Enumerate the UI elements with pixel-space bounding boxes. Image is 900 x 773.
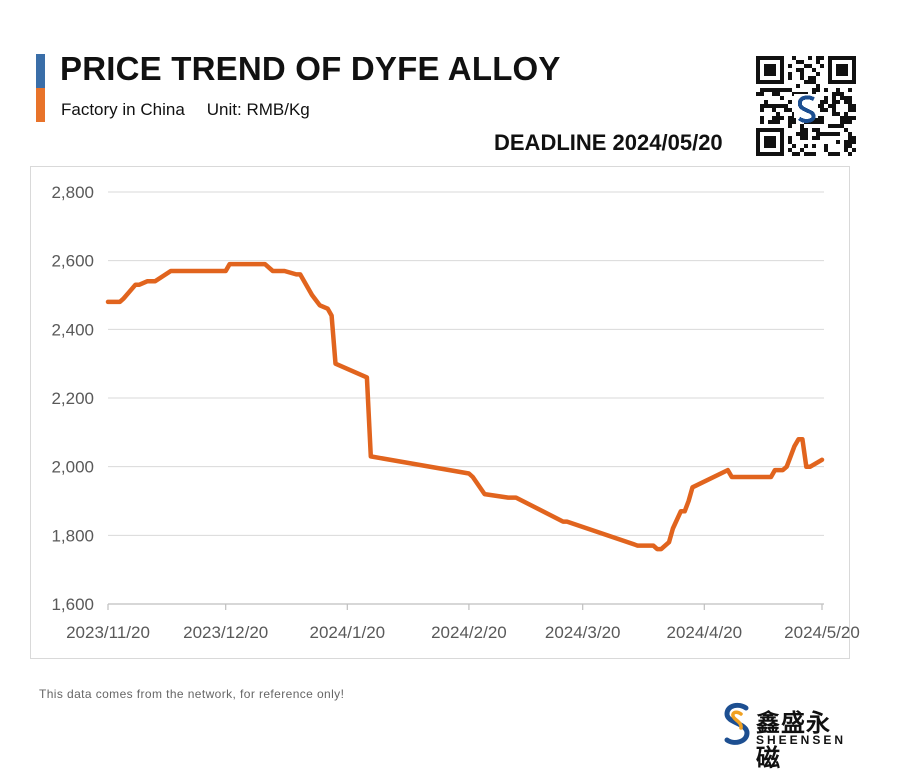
title-accent-bar xyxy=(36,54,45,122)
brand-name-en: SHEENSEN xyxy=(756,733,847,747)
page-title: PRICE TREND OF DYFE ALLOY xyxy=(60,50,561,87)
y-tick-label: 2,800 xyxy=(51,183,94,202)
x-tick-label: 2024/1/20 xyxy=(309,623,385,642)
x-tick-label: 2024/5/20 xyxy=(784,623,860,642)
sheensen-logo-icon xyxy=(724,702,750,745)
brand-name-cn: 鑫盛永磁 xyxy=(756,709,831,772)
x-tick-label: 2023/12/20 xyxy=(183,623,268,642)
brand-logo: 鑫盛永磁 SHEENSEN xyxy=(722,702,852,772)
accent-bar-orange xyxy=(36,88,45,122)
y-tick-label: 2,200 xyxy=(51,389,94,408)
deadline-label: DEADLINE 2024/05/20 xyxy=(494,130,723,155)
x-tick-label: 2024/4/20 xyxy=(666,623,742,642)
accent-bar-blue xyxy=(36,54,45,88)
y-tick-label: 2,400 xyxy=(51,320,94,339)
y-tick-label: 2,600 xyxy=(51,252,94,271)
disclaimer-note: This data comes from the network, for re… xyxy=(39,687,345,701)
page-subtitle: Factory in China Unit: RMB/Kg xyxy=(61,100,310,120)
x-tick-label: 2023/11/20 xyxy=(66,623,150,642)
price-series-line xyxy=(105,261,825,552)
subtitle-location: Factory in China xyxy=(61,100,185,119)
y-tick-label: 1,800 xyxy=(51,526,94,545)
x-tick-label: 2024/2/20 xyxy=(431,623,507,642)
qr-code-icon[interactable] xyxy=(756,56,856,156)
subtitle-unit: Unit: RMB/Kg xyxy=(206,100,310,119)
y-tick-label: 1,600 xyxy=(51,595,94,614)
y-tick-label: 2,000 xyxy=(51,458,94,477)
x-tick-label: 2024/3/20 xyxy=(545,623,621,642)
chart-frame xyxy=(30,166,850,659)
